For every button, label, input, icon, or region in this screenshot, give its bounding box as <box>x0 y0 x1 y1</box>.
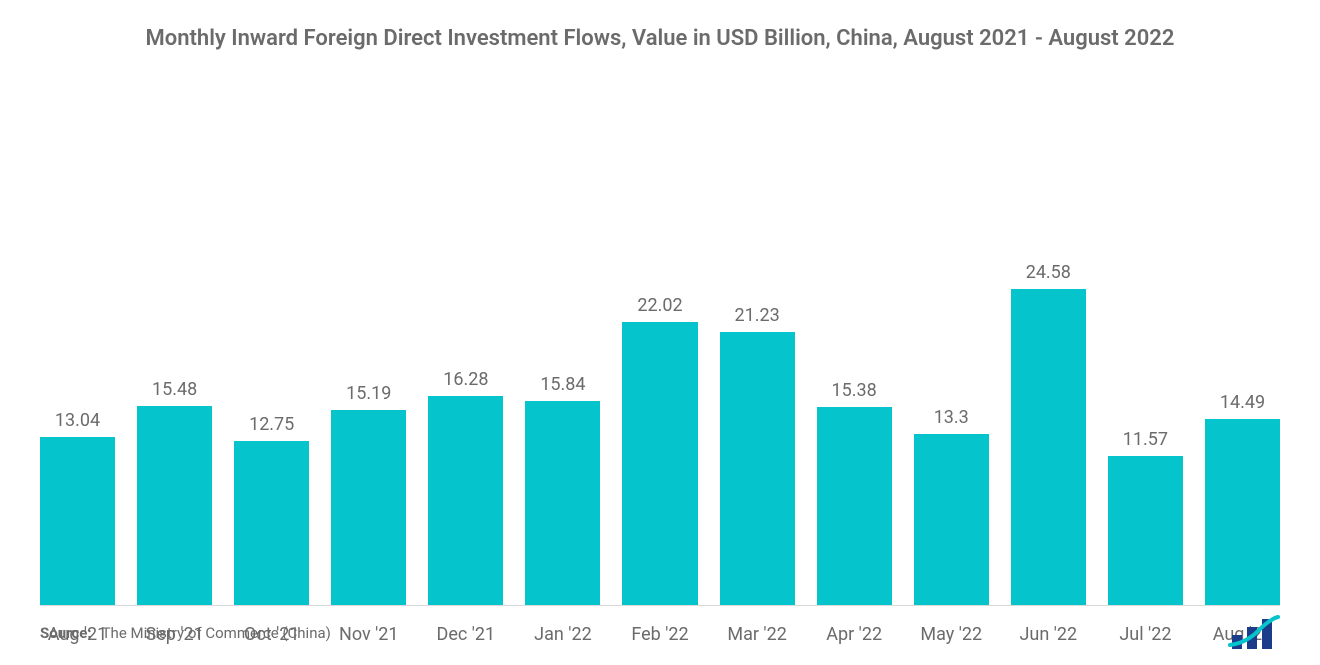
source-text: The Ministry of Commerce (China) <box>102 624 331 642</box>
bar-group: 21.23 <box>720 245 795 605</box>
bar-group: 13.04 <box>40 245 115 605</box>
bar <box>622 322 697 605</box>
bar-group: 12.75 <box>234 245 309 605</box>
bar-group: 16.28 <box>428 245 503 605</box>
bar-group: 15.84 <box>525 245 600 605</box>
bar-group: 15.48 <box>137 245 212 605</box>
chart-title: Monthly Inward Foreign Direct Investment… <box>40 24 1280 64</box>
bar <box>234 441 309 605</box>
chart-footer: Source: The Ministry of Commerce (China) <box>40 605 1280 645</box>
bar <box>1011 289 1086 605</box>
bar <box>1205 419 1280 605</box>
bar <box>817 407 892 605</box>
bar <box>1108 456 1183 605</box>
bar <box>137 406 212 605</box>
bar-value-label: 22.02 <box>637 295 682 316</box>
bars-row: 13.04 15.48 12.75 15.19 16.28 15.84 22.02 21.23… <box>40 245 1280 605</box>
bar <box>525 401 600 605</box>
bar-value-label: 14.49 <box>1220 392 1265 413</box>
bar-group: 24.58 <box>1011 245 1086 605</box>
bar-value-label: 12.75 <box>249 414 294 435</box>
chart-container: Monthly Inward Foreign Direct Investment… <box>0 0 1320 665</box>
bar-value-label: 15.19 <box>346 383 391 404</box>
bar-value-label: 16.28 <box>443 369 488 390</box>
source-label: Source: <box>40 624 92 642</box>
bar <box>40 437 115 605</box>
bar-value-label: 13.3 <box>934 407 969 428</box>
bar-value-label: 21.23 <box>734 305 779 326</box>
bar-value-label: 13.04 <box>55 410 100 431</box>
bar <box>914 434 989 605</box>
bar-group: 22.02 <box>622 245 697 605</box>
bar-group: 14.49 <box>1205 245 1280 605</box>
bar-value-label: 24.58 <box>1026 262 1071 283</box>
bar-group: 15.19 <box>331 245 406 605</box>
bar-value-label: 15.48 <box>152 379 197 400</box>
brand-logo-icon <box>1228 615 1280 651</box>
bar <box>720 332 795 605</box>
bar <box>331 410 406 605</box>
bar-group: 11.57 <box>1108 245 1183 605</box>
chart-plot-area: 13.04 15.48 12.75 15.19 16.28 15.84 22.02 21.23… <box>40 84 1280 645</box>
bar-value-label: 11.57 <box>1123 429 1168 450</box>
bar-group: 13.3 <box>914 245 989 605</box>
bar <box>428 396 503 605</box>
bar-value-label: 15.38 <box>832 380 877 401</box>
bar-group: 15.38 <box>817 245 892 605</box>
bar-value-label: 15.84 <box>540 374 585 395</box>
source-citation: Source: The Ministry of Commerce (China) <box>40 624 331 642</box>
